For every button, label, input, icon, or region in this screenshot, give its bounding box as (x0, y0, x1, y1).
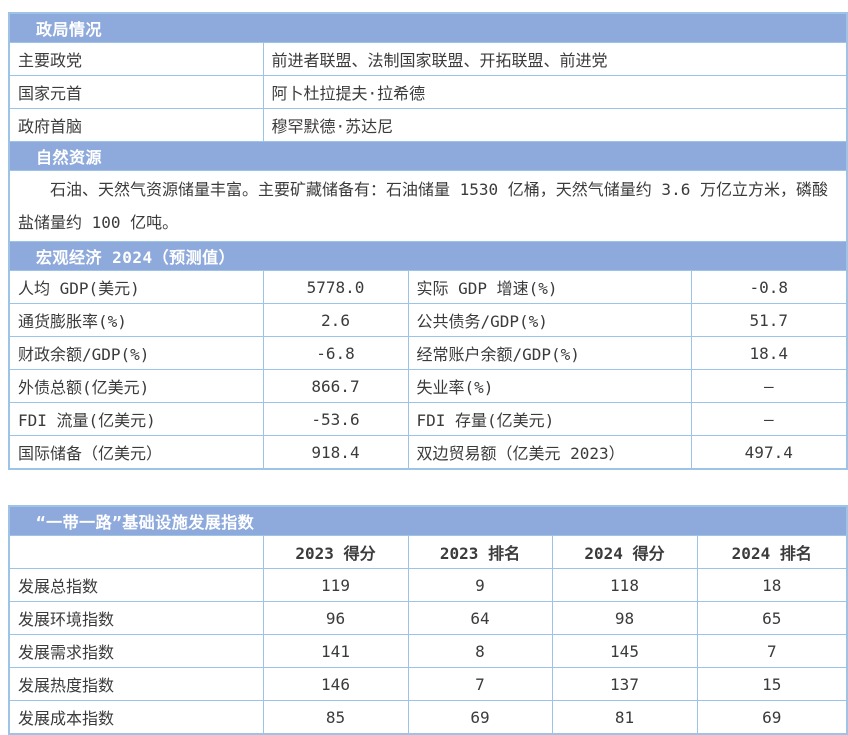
macro-label: 国际储备（亿美元） (8, 435, 264, 470)
index-cell: 119 (262, 568, 409, 602)
table-row: 财政余额/GDP(%) -6.8 经常账户余额/GDP(%) 18.4 (8, 336, 848, 370)
index-cell: 145 (551, 634, 698, 668)
index-row-label: 发展热度指数 (8, 667, 264, 701)
macro-label: 实际 GDP 增速(%) (407, 270, 692, 304)
bri-index-title: “一带一路”基础设施发展指数 (8, 505, 848, 536)
macro-label: 经常账户余额/GDP(%) (407, 336, 692, 370)
macro-value: 18.4 (690, 336, 848, 370)
index-cell: 146 (262, 667, 409, 701)
section-header-row: 自然资源 (8, 141, 848, 171)
column-header-2024-score: 2024 得分 (551, 535, 698, 569)
macro-value: — (690, 369, 848, 403)
table-row: 国际储备（亿美元） 918.4 双边贸易额（亿美元 2023） 497.4 (8, 435, 848, 470)
column-header-2023-score: 2023 得分 (262, 535, 409, 569)
macro-label: 外债总额(亿美元) (8, 369, 264, 403)
index-cell: 85 (262, 700, 409, 735)
index-cell: 118 (551, 568, 698, 602)
macro-label: 公共债务/GDP(%) (407, 303, 692, 337)
macro-label: 双边贸易额（亿美元 2023） (407, 435, 692, 470)
index-cell: 81 (551, 700, 698, 735)
column-header-2023-rank: 2023 排名 (407, 535, 553, 569)
index-cell: 69 (407, 700, 553, 735)
politics-row-value: 穆罕默德·苏达尼 (262, 108, 848, 142)
index-cell: 141 (262, 634, 409, 668)
politics-row-value: 前进者联盟、法制国家联盟、开拓联盟、前进党 (262, 42, 848, 76)
bri-index-table: “一带一路”基础设施发展指数 2023 得分 2023 排名 2024 得分 2… (8, 505, 848, 735)
table-row: 石油、天然气资源储量丰富。主要矿藏储备有：石油储量 1530 亿桶，天然气储量约… (8, 170, 848, 242)
politics-section-title: 政局情况 (8, 12, 848, 43)
index-row-label: 发展总指数 (8, 568, 264, 602)
table-row: 主要政党 前进者联盟、法制国家联盟、开拓联盟、前进党 (8, 42, 848, 76)
table-row: 人均 GDP(美元) 5778.0 实际 GDP 增速(%) -0.8 (8, 270, 848, 304)
country-profile-table: 政局情况 主要政党 前进者联盟、法制国家联盟、开拓联盟、前进党 国家元首 阿卜杜… (8, 12, 848, 470)
index-row-label: 发展成本指数 (8, 700, 264, 735)
table-gap (8, 470, 846, 505)
macro-value: 2.6 (262, 303, 409, 337)
index-cell: 18 (696, 568, 848, 602)
index-cell: 15 (696, 667, 848, 701)
macro-value: 866.7 (262, 369, 409, 403)
macro-value: — (690, 402, 848, 436)
section-header-row: 宏观经济 2024（预测值） (8, 241, 848, 271)
index-cell: 98 (551, 601, 698, 635)
macro-value: -0.8 (690, 270, 848, 304)
empty-corner-cell (8, 535, 264, 569)
macro-value: 497.4 (690, 435, 848, 470)
index-cell: 137 (551, 667, 698, 701)
macro-economy-section-title: 宏观经济 2024（预测值） (8, 241, 848, 271)
politics-row-value: 阿卜杜拉提夫·拉希德 (262, 75, 848, 109)
table-row: 发展需求指数 141 8 145 7 (8, 634, 848, 668)
macro-label: 失业率(%) (407, 369, 692, 403)
column-header-2024-rank: 2024 排名 (696, 535, 848, 569)
index-cell: 65 (696, 601, 848, 635)
macro-label: 通货膨胀率(%) (8, 303, 264, 337)
politics-row-label: 国家元首 (8, 75, 264, 109)
macro-label: 财政余额/GDP(%) (8, 336, 264, 370)
index-cell: 96 (262, 601, 409, 635)
politics-row-label: 主要政党 (8, 42, 264, 76)
table-row: 外债总额(亿美元) 866.7 失业率(%) — (8, 369, 848, 403)
macro-value: -53.6 (262, 402, 409, 436)
table-row: FDI 流量(亿美元) -53.6 FDI 存量(亿美元) — (8, 402, 848, 436)
index-cell: 7 (696, 634, 848, 668)
table-row: 通货膨胀率(%) 2.6 公共债务/GDP(%) 51.7 (8, 303, 848, 337)
table-row: 政府首脑 穆罕默德·苏达尼 (8, 108, 848, 142)
macro-label: 人均 GDP(美元) (8, 270, 264, 304)
table-row: 发展热度指数 146 7 137 15 (8, 667, 848, 701)
column-header-row: 2023 得分 2023 排名 2024 得分 2024 排名 (8, 535, 848, 569)
macro-label: FDI 存量(亿美元) (407, 402, 692, 436)
natural-resources-paragraph: 石油、天然气资源储量丰富。主要矿藏储备有：石油储量 1530 亿桶，天然气储量约… (8, 170, 848, 242)
table-row: 发展总指数 119 9 118 18 (8, 568, 848, 602)
index-cell: 8 (407, 634, 553, 668)
index-row-label: 发展环境指数 (8, 601, 264, 635)
index-cell: 9 (407, 568, 553, 602)
natural-resources-section-title: 自然资源 (8, 141, 848, 171)
macro-value: -6.8 (262, 336, 409, 370)
section-header-row: “一带一路”基础设施发展指数 (8, 505, 848, 536)
table-row: 国家元首 阿卜杜拉提夫·拉希德 (8, 75, 848, 109)
macro-value: 51.7 (690, 303, 848, 337)
politics-row-label: 政府首脑 (8, 108, 264, 142)
macro-value: 5778.0 (262, 270, 409, 304)
section-header-row: 政局情况 (8, 12, 848, 43)
index-cell: 7 (407, 667, 553, 701)
index-row-label: 发展需求指数 (8, 634, 264, 668)
macro-value: 918.4 (262, 435, 409, 470)
table-row: 发展成本指数 85 69 81 69 (8, 700, 848, 735)
macro-label: FDI 流量(亿美元) (8, 402, 264, 436)
index-cell: 69 (696, 700, 848, 735)
paragraph-text: 石油、天然气资源储量丰富。主要矿藏储备有：石油储量 1530 亿桶，天然气储量约… (18, 180, 828, 232)
index-cell: 64 (407, 601, 553, 635)
table-row: 发展环境指数 96 64 98 65 (8, 601, 848, 635)
